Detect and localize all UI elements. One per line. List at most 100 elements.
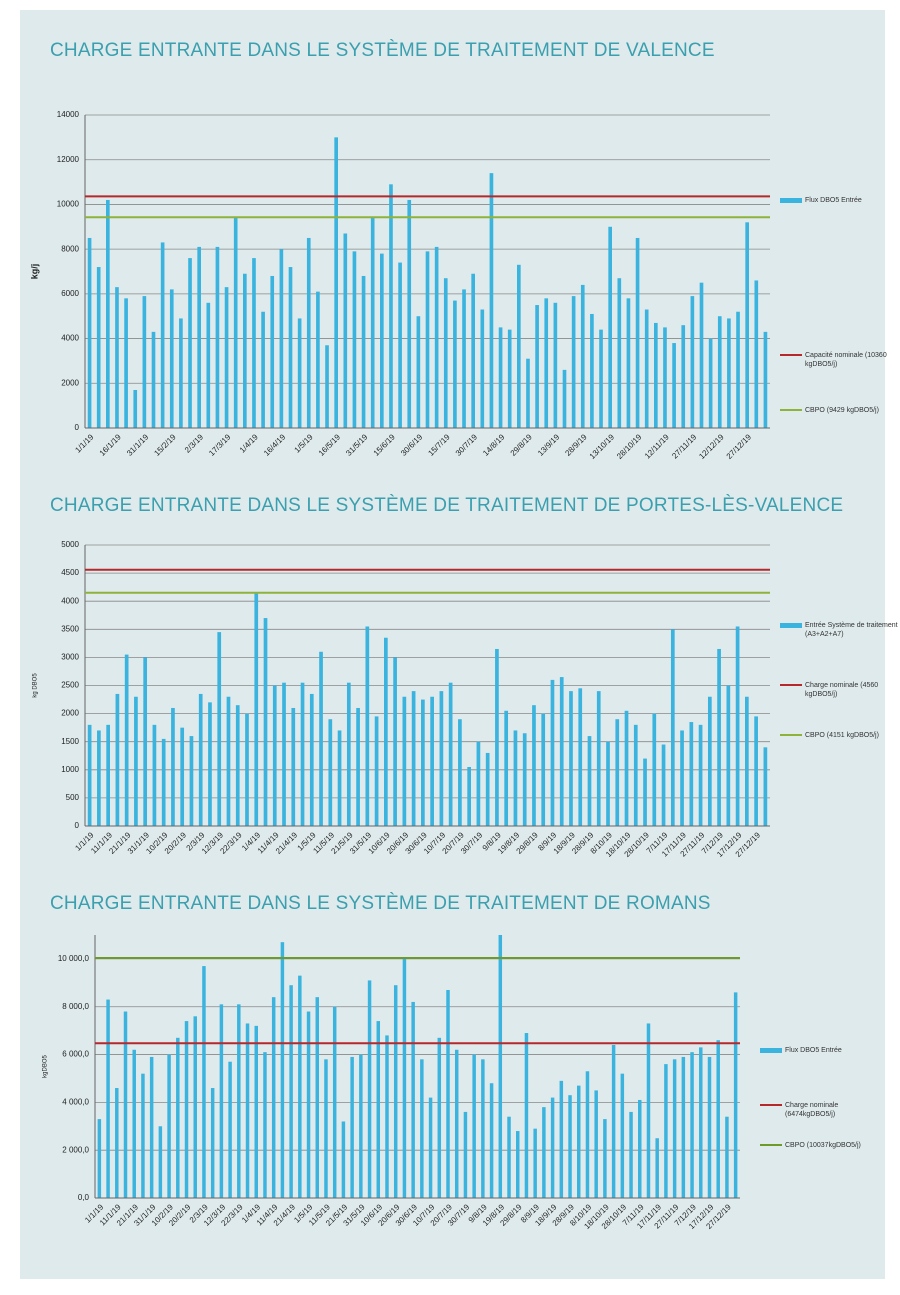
bar [219,1004,224,1198]
bar [513,730,518,826]
legend-label: Charge nominale (6474kgDBO5/j) [785,1102,839,1118]
bar [141,1073,145,1198]
x-tick-label: 30/6/19 [399,432,425,458]
bar [458,719,462,826]
bar [263,1052,267,1198]
bar [245,1023,250,1198]
bar [272,685,277,826]
bar [578,688,583,826]
x-tick-label: 12/12/19 [697,432,726,461]
legend-label: Capacité nominale (10360 kgDBO5/j) [805,352,887,368]
y-axis-label: kg DBO5 [33,673,39,698]
bar [606,741,610,826]
bar [393,985,398,1198]
x-tick-label: 27/11/19 [670,432,698,460]
bar [587,736,592,826]
bar [672,343,676,428]
bar [309,693,314,826]
bar [383,637,388,826]
bar [252,258,256,428]
bar [489,1083,494,1198]
bar [472,1054,476,1198]
bar [717,648,721,826]
y-tick-label: 1500 [61,737,79,746]
bar [324,1059,328,1198]
y-tick-label: 12000 [57,155,80,164]
bar [643,758,647,826]
bar [725,1116,729,1198]
y-tick-label: 4000 [61,334,79,343]
bar [507,329,512,428]
bar [707,1056,712,1198]
bar [663,327,667,428]
bar [106,724,110,826]
bar [288,267,293,428]
bar [733,992,738,1198]
x-tick-label: 28/9/19 [563,432,589,458]
bar [481,1059,485,1198]
bar [416,316,421,428]
bar [161,738,166,826]
bar [332,1006,337,1198]
bar [243,273,247,428]
x-tick-label: 13/10/19 [588,432,617,461]
bar [476,741,481,826]
y-tick-label: 500 [66,793,80,802]
bar [193,1016,197,1198]
bar [680,730,684,826]
bar [337,730,342,826]
bar [370,217,375,428]
bar [106,999,110,1198]
bar [664,1064,668,1198]
x-tick-label: 2/3/19 [183,432,205,454]
bar [624,710,629,826]
bar [681,325,686,428]
bar [498,327,503,428]
bar [467,766,472,826]
bar [550,1097,555,1198]
y-tick-label: 0,0 [78,1193,90,1202]
bar [735,626,740,826]
bar [411,691,416,826]
x-tick-label: 29/8/19 [515,830,541,856]
bar [594,1090,598,1198]
bar [334,137,338,428]
bar [425,251,430,428]
bar [97,730,101,826]
y-tick-label: 1000 [61,765,79,774]
bar [352,251,357,428]
legend-label: CBPO (9429 kgDBO5/j) [805,407,879,414]
bar [617,278,622,428]
bar [143,657,148,826]
bar [553,302,558,428]
bar [544,298,549,428]
bar [365,626,370,826]
bar [235,705,240,826]
x-tick-label: 20/2/19 [163,830,189,856]
y-tick-label: 10000 [57,200,80,209]
bar [167,1054,171,1198]
bar [179,318,183,428]
bar [745,222,749,428]
bar [115,287,119,428]
bar [448,682,453,826]
bar [707,696,712,826]
bar [411,1001,415,1198]
bar [698,724,703,826]
legend-label: Entrée Système de traitement (A3+A2+A7) [805,622,898,638]
bar [646,1023,651,1198]
bar [580,284,585,428]
x-tick-label: 27/12/19 [725,432,754,461]
bar [306,237,311,428]
bar [197,246,201,428]
bar [198,693,203,826]
bar [638,1099,642,1198]
chart: 0 500 1000 1500 2000 2500 3000 3500 4000 4500 5000… [33,540,770,859]
bar [124,654,129,826]
legend-swatch [780,354,802,356]
bar [611,1044,616,1198]
y-tick-label: 4500 [61,568,79,577]
bar [208,702,212,826]
bar [87,237,92,428]
y-tick-label: 2500 [61,681,79,690]
